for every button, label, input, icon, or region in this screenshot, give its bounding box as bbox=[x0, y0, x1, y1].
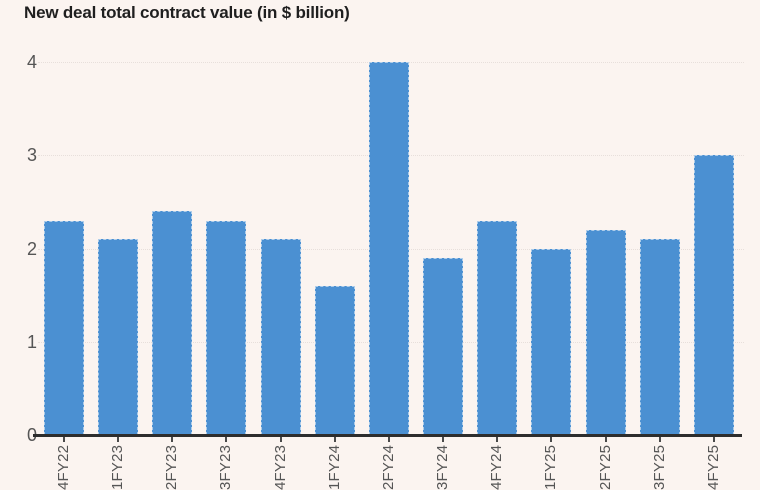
x-tick-label: 2FY25 bbox=[596, 444, 614, 490]
bar bbox=[639, 239, 680, 435]
bar-column: 2FY24 bbox=[368, 62, 409, 490]
x-axis-tick bbox=[63, 437, 65, 442]
x-axis-tick bbox=[442, 437, 445, 442]
x-tick-label: 1FY24 bbox=[325, 444, 343, 490]
x-axis-tick bbox=[550, 437, 553, 442]
y-tick-label: 4 bbox=[26, 52, 37, 72]
bar bbox=[260, 239, 301, 435]
bar-column: 3FY24 bbox=[423, 62, 464, 490]
x-axis-tick bbox=[279, 437, 282, 442]
bar-column: 4FY23 bbox=[260, 62, 301, 490]
x-axis-tick bbox=[604, 437, 607, 442]
x-axis-tick bbox=[712, 437, 715, 442]
bar-column: 4FY22 bbox=[44, 62, 84, 490]
bar-column: 1FY25 bbox=[531, 62, 572, 490]
bar-column: 1FY24 bbox=[314, 62, 355, 490]
x-tick-label: 3FY25 bbox=[650, 444, 668, 490]
bar-column: 3FY25 bbox=[639, 62, 680, 490]
bars-container: 4FY22 1FY23 2FY23 3FY23 4FY23 1FY24 2FY24 3FY24… bbox=[44, 62, 734, 490]
bar bbox=[44, 220, 84, 435]
y-tick-label: 0 bbox=[26, 425, 37, 445]
x-tick-label: 2FY23 bbox=[163, 444, 181, 490]
x-tick-label: 3FY24 bbox=[434, 444, 452, 490]
bar-column: 2FY25 bbox=[585, 62, 626, 490]
chart-title: New deal total contract value (in $ bill… bbox=[24, 3, 350, 22]
bar-column: 1FY23 bbox=[98, 62, 139, 490]
x-axis-tick bbox=[496, 437, 499, 442]
x-tick-label: 3FY23 bbox=[217, 444, 235, 490]
x-axis-tick bbox=[333, 437, 336, 442]
x-tick-label: 4FY25 bbox=[704, 444, 722, 490]
bar bbox=[314, 285, 355, 435]
x-axis-tick bbox=[171, 437, 174, 442]
x-tick-label: 4FY22 bbox=[55, 444, 72, 490]
x-tick-label: 1FY23 bbox=[109, 444, 127, 490]
bar bbox=[423, 257, 464, 435]
x-tick-label: 4FY23 bbox=[271, 444, 289, 490]
bar-column: 4FY25 bbox=[693, 62, 734, 490]
x-axis-tick bbox=[658, 437, 661, 442]
bar bbox=[693, 155, 734, 435]
bar-column: 4FY24 bbox=[477, 62, 518, 490]
y-tick-label: 3 bbox=[26, 145, 37, 166]
bar bbox=[531, 248, 572, 435]
bar bbox=[585, 229, 626, 435]
x-tick-label: 2FY24 bbox=[379, 444, 397, 490]
y-tick-label: 1 bbox=[26, 331, 37, 352]
x-axis-line bbox=[33, 434, 742, 437]
x-axis-tick bbox=[387, 437, 390, 442]
bar-column: 3FY23 bbox=[206, 62, 247, 490]
x-axis-tick bbox=[225, 437, 228, 442]
x-tick-label: 4FY24 bbox=[488, 444, 506, 490]
bar bbox=[477, 220, 518, 435]
y-tick-label: 2 bbox=[26, 238, 37, 259]
bar bbox=[368, 62, 409, 435]
bar-column: 2FY23 bbox=[152, 62, 193, 490]
bar bbox=[98, 239, 139, 435]
bar bbox=[206, 220, 247, 435]
bar bbox=[152, 211, 193, 435]
x-axis-tick bbox=[117, 437, 120, 442]
x-tick-label: 1FY25 bbox=[542, 444, 560, 490]
